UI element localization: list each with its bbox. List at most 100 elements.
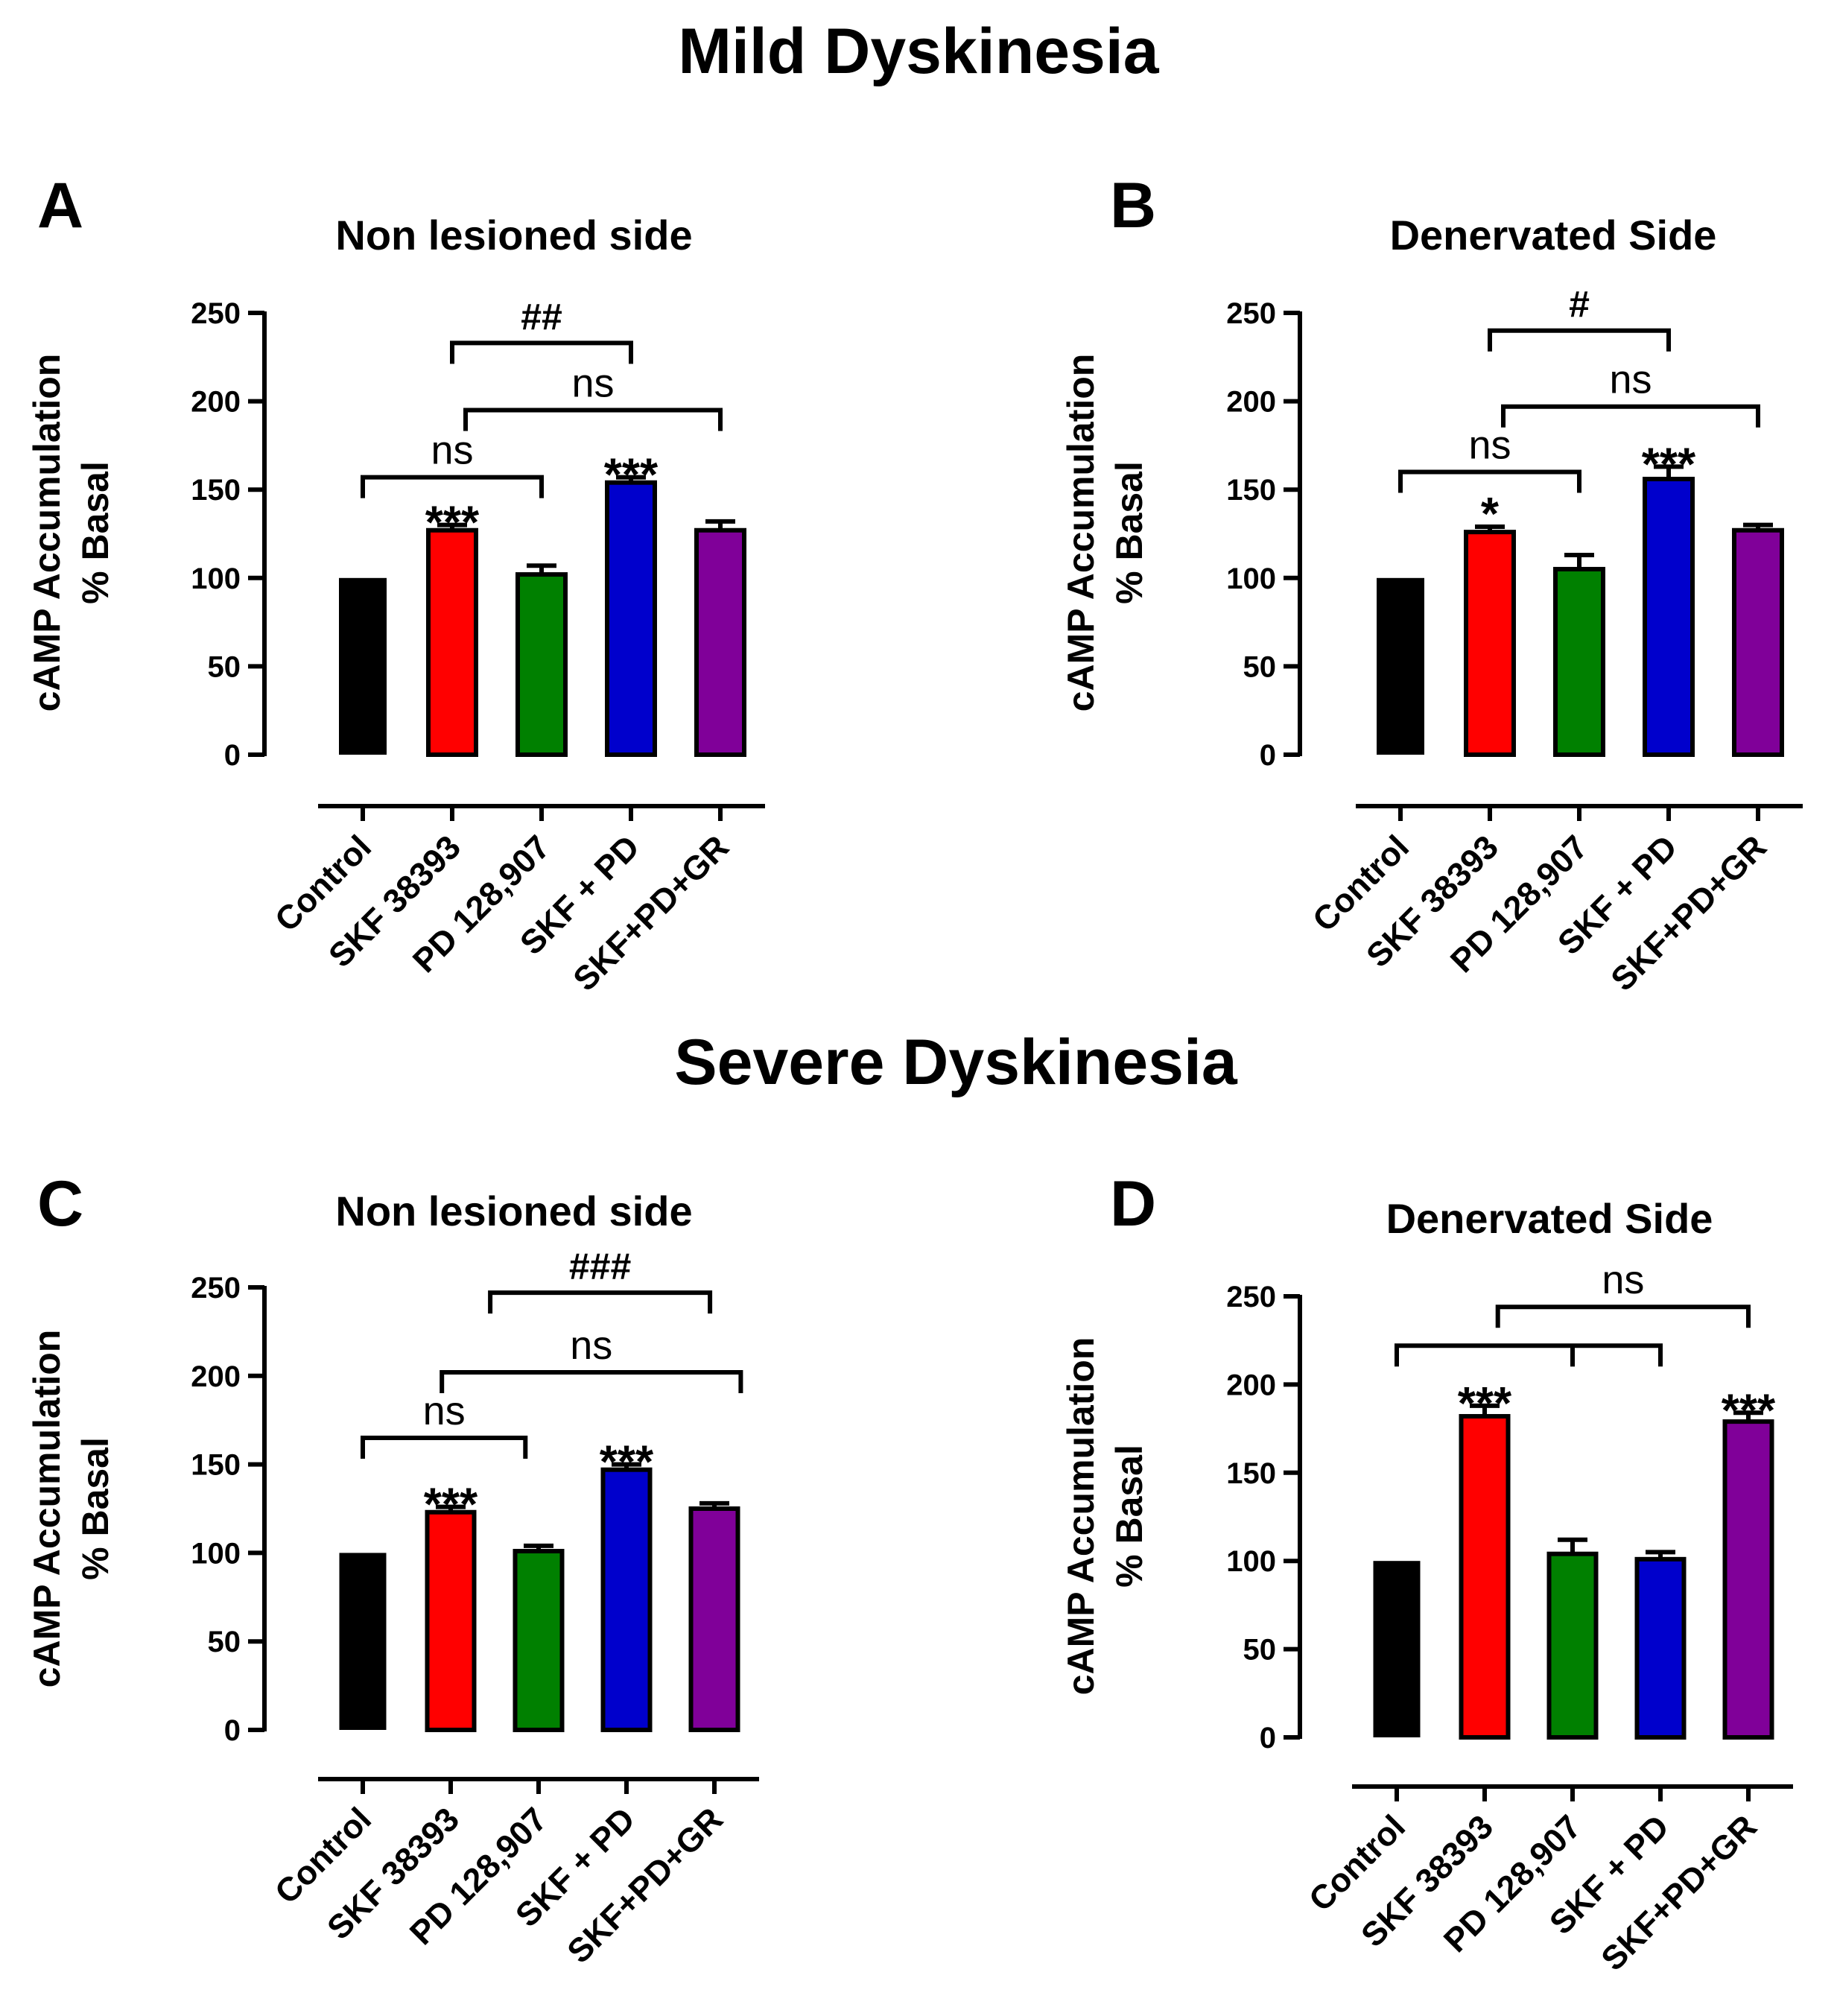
y-tick-label: 200 [191, 386, 241, 419]
bar [600, 1467, 653, 1733]
panel-c: C Non lesioned side cAMP Accumulation% Bas… [26, 1168, 759, 1971]
bracket-label: ns [570, 1323, 612, 1368]
y-axis-label: cAMP Accumulation [26, 354, 68, 712]
significance-label: *** [1458, 1378, 1512, 1430]
y-axis-label: cAMP Accumulation [1060, 354, 1102, 712]
y-axis-label-unit: % Basal [1108, 1445, 1150, 1588]
bar [694, 527, 746, 757]
y-tick-label: 200 [1226, 386, 1276, 419]
y-tick-label: 100 [1226, 562, 1276, 595]
bar [1546, 1551, 1599, 1740]
y-tick-label: 250 [1226, 297, 1276, 330]
y-tick-label: 50 [208, 650, 241, 683]
y-axis-label: cAMP Accumulation [26, 1330, 68, 1688]
x-tick-label: SKF+PD+GR [1593, 1807, 1764, 1978]
bar [425, 1509, 477, 1732]
comparison-bracket [1488, 328, 1671, 352]
significance-label: *** [425, 498, 480, 549]
y-tick-label: 0 [224, 1714, 241, 1747]
bracket-label: ### [569, 1246, 631, 1287]
x-tick-label: SKF+PD+GR [565, 828, 736, 998]
bracket-label: ns [1602, 1258, 1644, 1302]
bar [1373, 1561, 1421, 1737]
y-axis-label-unit: % Basal [74, 461, 116, 604]
y-tick-label: 0 [224, 739, 241, 772]
y-axis-label-unit: % Basal [74, 1437, 116, 1580]
comparison-bracket [361, 475, 544, 498]
bar [1732, 527, 1784, 757]
comparison-bracket [440, 1370, 743, 1394]
y-tick-label: 100 [191, 562, 241, 595]
comparison-bracket [1501, 404, 1760, 428]
bar [605, 480, 657, 757]
y-tick-label: 150 [191, 1449, 241, 1482]
y-tick-label: 250 [1226, 1281, 1276, 1313]
panel-title: Denervated Side [1386, 1195, 1713, 1242]
y-tick-label: 50 [208, 1626, 241, 1658]
panel-title: Non lesioned side [335, 212, 692, 259]
y-tick-label: 100 [1226, 1545, 1276, 1578]
bar [1634, 1556, 1687, 1740]
comparison-bracket [1395, 1343, 1663, 1367]
comparison-bracket [488, 1290, 713, 1314]
y-tick-label: 150 [191, 474, 241, 507]
panel-title: Denervated Side [1390, 212, 1717, 259]
y-tick-label: 250 [191, 297, 241, 330]
x-tick-label: SKF+PD+GR [1603, 828, 1774, 998]
panel-letter: A [37, 170, 83, 241]
y-tick-label: 0 [1260, 739, 1276, 772]
panel-d: D Denervated Side cAMP Accumulation% Basal… [1060, 1168, 1793, 1978]
y-tick-label: 100 [191, 1537, 241, 1570]
bar [1464, 530, 1516, 757]
y-tick-label: 50 [1243, 1634, 1277, 1667]
panel-letter: B [1110, 170, 1156, 241]
bracket-label: ns [571, 361, 614, 405]
bar [515, 572, 568, 758]
panel-b: B Denervated Side cAMP Accumulation% Basal… [1060, 170, 1803, 998]
y-tick-label: 0 [1260, 1722, 1276, 1755]
x-tick-label: SKF+PD+GR [559, 1800, 730, 1971]
y-tick-label: 150 [1226, 1457, 1276, 1490]
bar [1643, 476, 1695, 758]
bar [513, 1549, 565, 1732]
panel-letter: C [37, 1168, 83, 1240]
significance-label: *** [600, 1437, 654, 1489]
significance-label: *** [604, 450, 659, 501]
bar [1459, 1414, 1511, 1740]
y-tick-label: 50 [1243, 650, 1277, 683]
y-axis-label-unit: % Basal [1108, 461, 1150, 604]
section-title-severe: Severe Dyskinesia [674, 1027, 1238, 1098]
y-tick-label: 200 [191, 1360, 241, 1393]
significance-label: * [1481, 489, 1500, 540]
significance-label: *** [424, 1480, 478, 1531]
comparison-bracket [1398, 469, 1581, 493]
bar [339, 577, 387, 755]
bar [1722, 1419, 1774, 1740]
bracket-label: ns [431, 428, 473, 473]
y-tick-label: 250 [191, 1272, 241, 1305]
bracket-label: ns [423, 1389, 466, 1433]
bar [339, 1553, 387, 1730]
comparison-bracket [463, 408, 723, 431]
comparison-bracket [361, 1435, 528, 1459]
panel-letter: D [1110, 1168, 1156, 1240]
section-title-mild: Mild Dyskinesia [678, 16, 1159, 87]
comparison-bracket [450, 340, 633, 364]
bracket-label: ns [1609, 358, 1652, 402]
bar [688, 1506, 740, 1732]
panel-a: A Non lesioned side cAMP Accumulation% Bas… [26, 170, 765, 998]
panel-title: Non lesioned side [335, 1188, 692, 1234]
y-axis-label: cAMP Accumulation [1060, 1337, 1102, 1696]
significance-label: *** [1642, 439, 1696, 490]
bracket-label: ## [521, 296, 562, 337]
y-tick-label: 150 [1226, 474, 1276, 507]
y-tick-label: 200 [1226, 1369, 1276, 1401]
bar [426, 527, 478, 757]
bracket-label: ns [1468, 422, 1511, 467]
bar [1553, 566, 1605, 757]
bracket-label: # [1569, 284, 1590, 326]
bar [1377, 577, 1424, 755]
significance-label: *** [1722, 1385, 1776, 1436]
comparison-bracket [1495, 1305, 1751, 1328]
